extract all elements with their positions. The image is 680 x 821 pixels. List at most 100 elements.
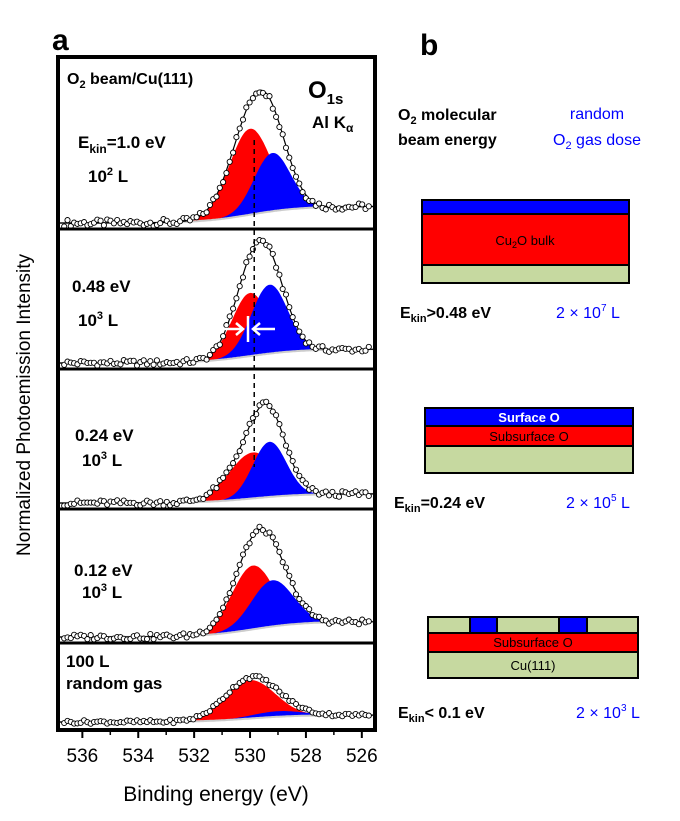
data-point	[246, 540, 253, 547]
data-point	[322, 488, 329, 495]
spectrum-5-dose: 100 L	[66, 652, 109, 671]
schematic-cu2o-bulk: Cu2O bulk	[421, 199, 630, 284]
data-point	[230, 149, 237, 156]
data-point	[206, 489, 213, 496]
data-point	[269, 250, 276, 257]
data-point	[335, 493, 343, 500]
data-point	[269, 105, 276, 112]
data-point	[266, 402, 273, 410]
data-point	[282, 144, 290, 151]
o1s-title: O1s	[308, 77, 343, 108]
data-point	[226, 590, 233, 597]
data-points	[61, 523, 372, 643]
spectrum-4-energy: 0.12 eV	[74, 561, 133, 580]
panel-b-label: b	[420, 29, 438, 62]
x-axis-label: Binding energy (eV)	[123, 783, 309, 806]
data-point	[157, 498, 164, 505]
x-tick-label: 528	[290, 746, 322, 767]
data-point	[203, 628, 210, 635]
arrows-pointing-center	[222, 316, 275, 342]
data-point	[220, 179, 227, 186]
spectrum-3-energy: 0.24 eV	[75, 426, 134, 445]
beam-header: O2 beam/Cu(111)	[67, 71, 193, 91]
x-tick-label: 534	[122, 746, 154, 767]
red-component-peak	[60, 680, 373, 722]
data-point	[246, 420, 253, 427]
data-point	[286, 304, 293, 311]
cu2o-bulk-label: Cu2O bulk	[495, 233, 555, 250]
plot-frame	[56, 55, 377, 732]
substrate-layer	[424, 445, 634, 474]
blue-component-peak	[60, 153, 373, 223]
data-point	[362, 347, 369, 354]
data-point	[180, 630, 187, 637]
spectrum-2-dose: 103 L	[78, 310, 118, 330]
data-point	[352, 488, 359, 495]
data-point	[233, 570, 240, 577]
blue-component-peak	[60, 284, 373, 363]
source-label: Al Kα	[312, 113, 354, 135]
data-point	[249, 95, 256, 102]
spectrum-1-dose: 102 L	[88, 166, 128, 186]
data-point	[259, 237, 266, 244]
data-points	[61, 398, 372, 509]
surface-o-label: Surface O	[498, 410, 559, 425]
data-point	[276, 123, 283, 131]
data-point	[273, 412, 280, 419]
data-point	[302, 480, 309, 487]
data-point	[316, 200, 323, 207]
data-point	[362, 489, 369, 496]
x-tick-label: 526	[346, 746, 378, 767]
data-point	[220, 333, 227, 340]
data-point	[210, 346, 217, 354]
x-axis-ticks: 536 534 532 530 528 526	[67, 730, 378, 767]
data-point	[292, 591, 300, 598]
surface-layer	[421, 199, 630, 215]
cu2o-bulk-layer	[421, 213, 630, 266]
data-point	[230, 305, 237, 312]
data-point	[279, 559, 286, 566]
surface-island	[558, 616, 588, 634]
data-point	[206, 708, 213, 715]
blue-component-peak	[60, 580, 373, 637]
schematic-surface-subsurface: Surface O Subsurface O	[424, 407, 634, 474]
data-point	[292, 466, 300, 473]
data-point	[289, 314, 296, 321]
data-point	[216, 611, 223, 618]
data-point	[289, 580, 296, 587]
spectra-group	[60, 89, 374, 727]
data-point	[276, 548, 283, 555]
data-point	[236, 283, 243, 290]
data-point	[117, 361, 124, 368]
cu111-layer	[427, 651, 639, 679]
data-point	[147, 630, 154, 638]
data-point	[299, 189, 306, 196]
schematic-subsurface-cu111: Subsurface O Cu(111)	[427, 616, 639, 679]
data-point	[216, 341, 223, 348]
data-point	[276, 688, 283, 695]
surface-island	[469, 616, 498, 634]
substrate-layer	[421, 264, 630, 284]
data-point	[239, 439, 247, 446]
data-point	[236, 125, 243, 132]
data-point	[236, 448, 243, 455]
blue-component-peak	[60, 711, 373, 722]
data-point	[286, 449, 293, 456]
blue-component-peak	[60, 441, 373, 503]
data-point	[246, 253, 253, 260]
red-component-peak	[60, 128, 373, 223]
data-point	[233, 295, 240, 302]
data-point	[100, 222, 107, 229]
data-point	[239, 551, 247, 558]
data-point	[183, 356, 190, 363]
schematic-2-dose: 2 × 105 L	[566, 493, 630, 512]
data-point	[239, 274, 247, 281]
data-point	[203, 356, 210, 363]
data-point	[276, 271, 283, 278]
data-point	[230, 580, 237, 587]
schematic-1-dose: 2 × 107 L	[556, 303, 620, 322]
data-point	[266, 243, 273, 250]
col-header-gas-line2: O2 gas dose	[553, 132, 641, 152]
data-point	[279, 285, 286, 293]
